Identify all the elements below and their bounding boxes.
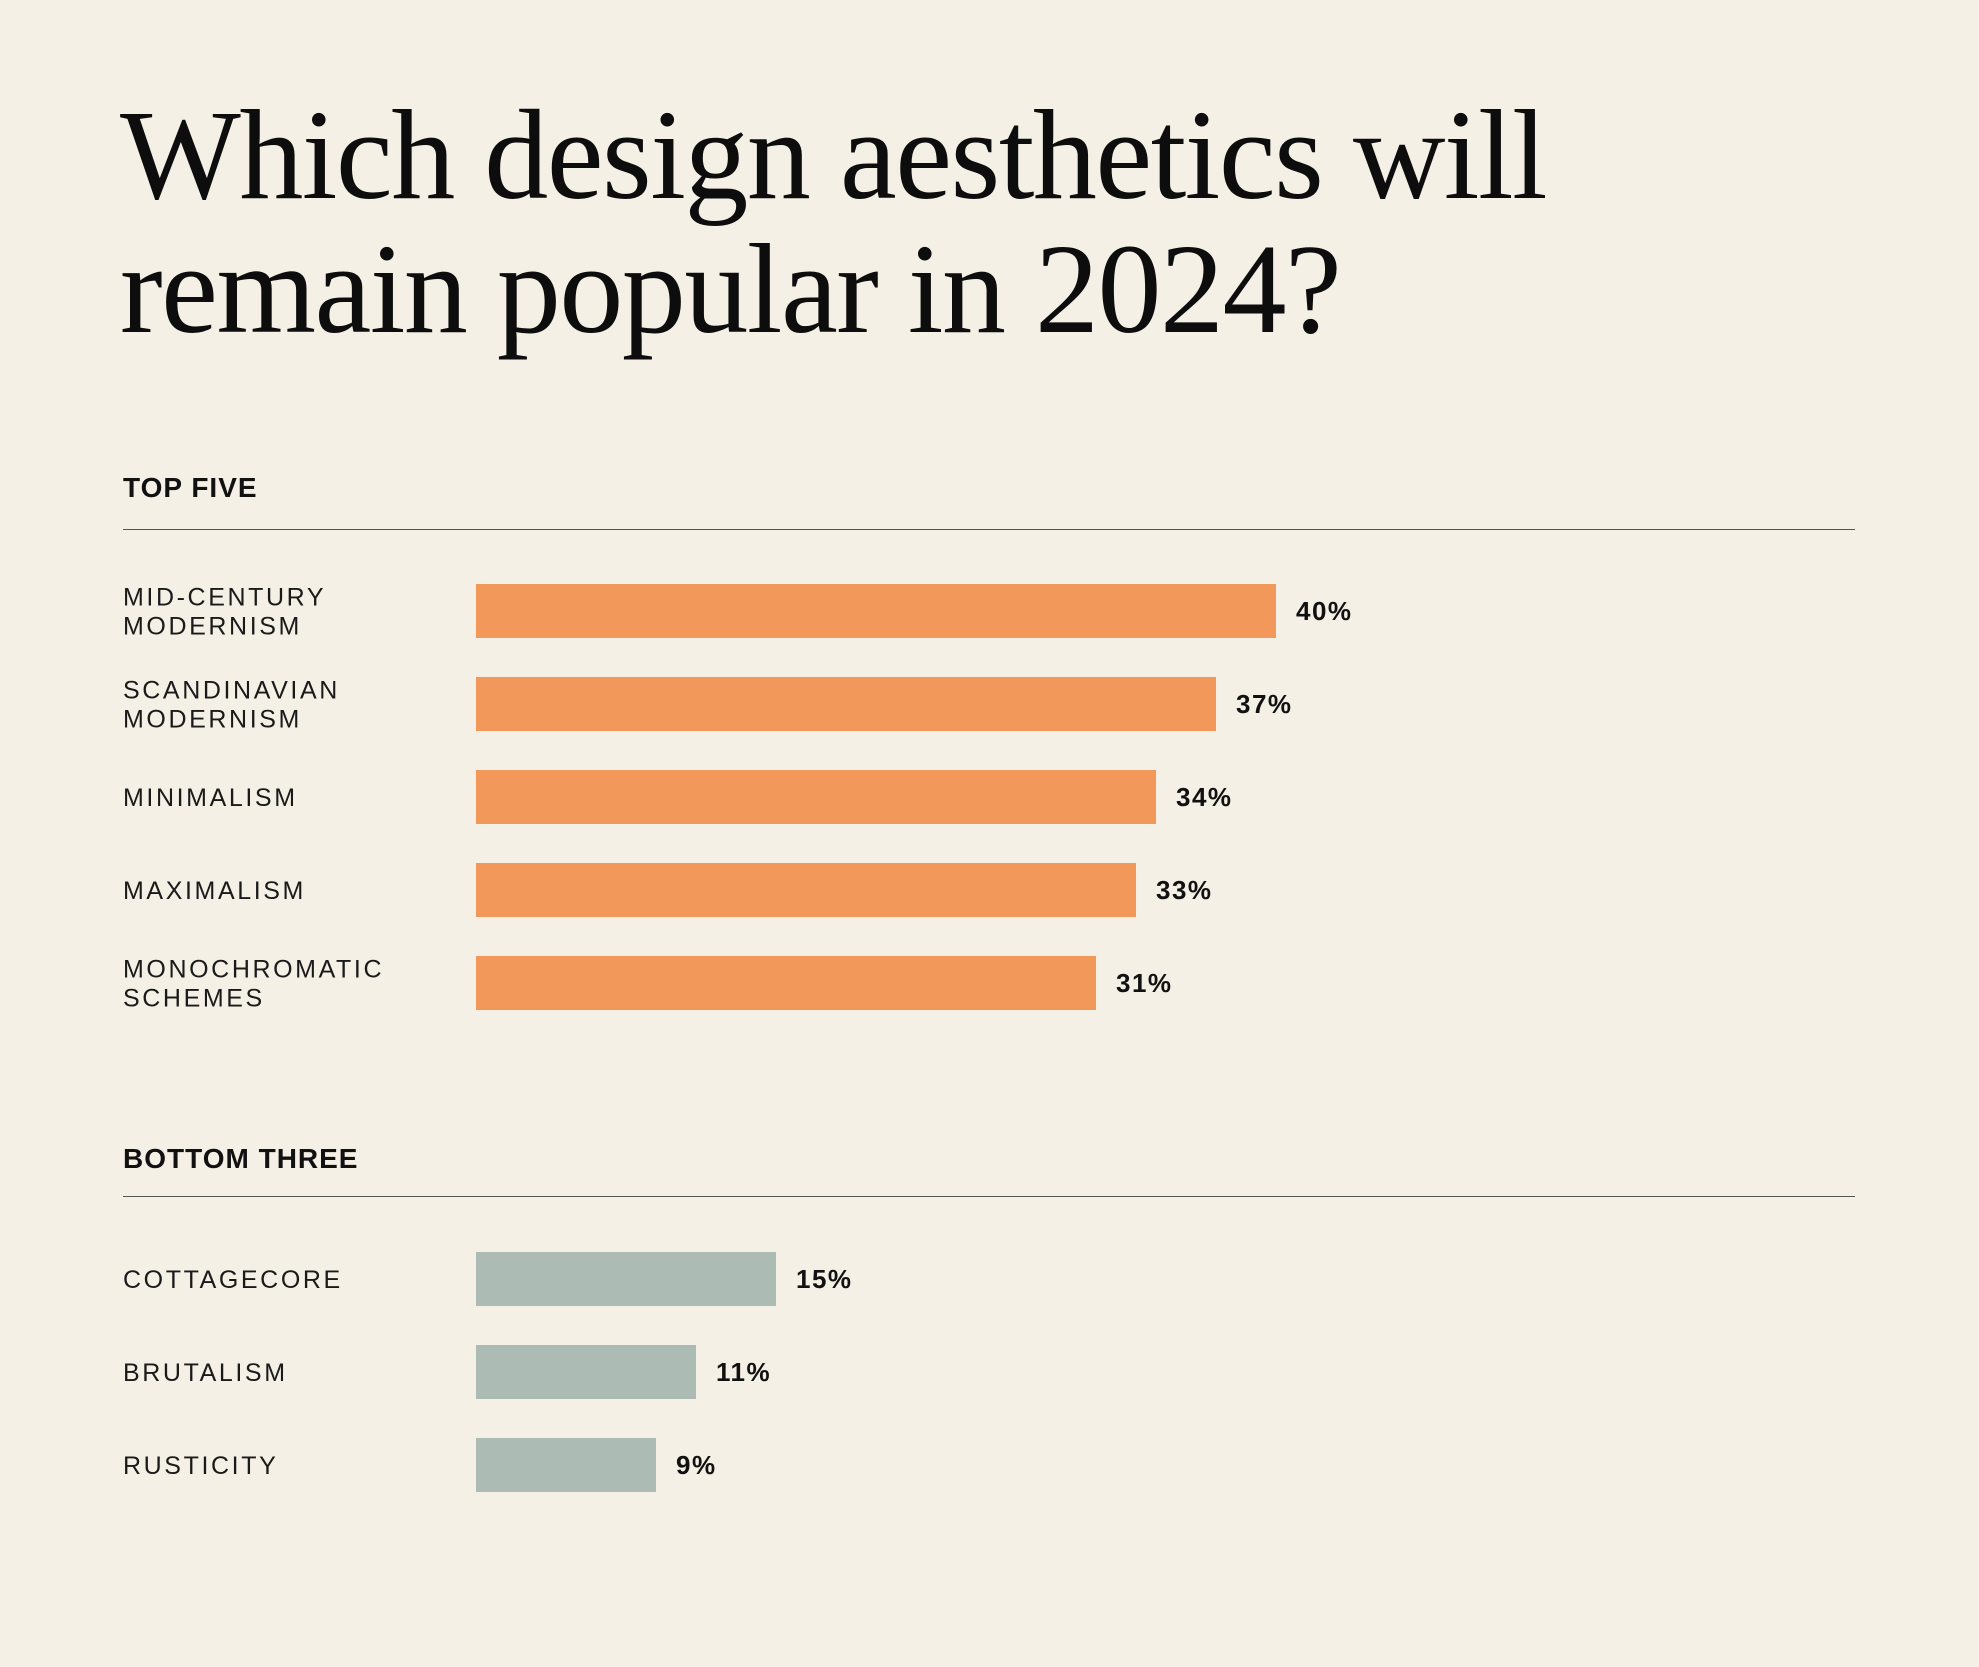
- bottom-bar-1: [476, 1252, 776, 1306]
- top-bar-5: [476, 956, 1096, 1010]
- top-category-label-1-line-1: MID-CENTURY: [123, 584, 326, 612]
- top-value-label-2: 37%: [1236, 689, 1293, 719]
- top-bar-2: [476, 677, 1216, 731]
- bottom-value-label-3: 9%: [676, 1450, 717, 1480]
- chart-title: Which design aesthetics will remain popu…: [120, 88, 1880, 356]
- chart-title-line-1: Which design aesthetics will: [120, 84, 1548, 226]
- top-value-label-5: 31%: [1116, 968, 1173, 998]
- bottom-bar-2: [476, 1345, 696, 1399]
- top-five-heading: TOP FIVE: [123, 472, 258, 503]
- bottom-category-label-3-line-1: RUSTICITY: [123, 1452, 278, 1480]
- top-category-label-1-line-2: MODERNISM: [123, 613, 302, 641]
- top-category-label-4-line-1: MAXIMALISM: [123, 877, 306, 905]
- bottom-category-label-2-line-1: BRUTALISM: [123, 1359, 288, 1387]
- top-category-label-5-line-1: MONOCHROMATIC: [123, 956, 384, 984]
- top-category-label-3-line-1: MINIMALISM: [123, 784, 298, 812]
- bottom-value-label-2: 11%: [716, 1357, 771, 1387]
- chart-title-line-2: remain popular in 2024?: [120, 218, 1342, 360]
- top-value-label-1: 40%: [1296, 596, 1353, 626]
- top-value-label-4: 33%: [1156, 875, 1213, 905]
- top-bar-3: [476, 770, 1156, 824]
- top-bar-1: [476, 584, 1276, 638]
- bottom-three-heading: BOTTOM THREE: [123, 1143, 359, 1174]
- bottom-three-divider: [123, 1196, 1855, 1197]
- top-category-label-5-line-2: SCHEMES: [123, 985, 265, 1013]
- top-category-label-2-line-1: SCANDINAVIAN: [123, 677, 340, 705]
- bottom-category-label-1-line-1: COTTAGECORE: [123, 1266, 343, 1294]
- top-category-label-2-line-2: MODERNISM: [123, 706, 302, 734]
- top-value-label-3: 34%: [1176, 782, 1233, 812]
- top-bar-4: [476, 863, 1136, 917]
- top-five-divider: [123, 529, 1855, 530]
- bottom-bar-3: [476, 1438, 656, 1492]
- bottom-value-label-1: 15%: [796, 1264, 853, 1294]
